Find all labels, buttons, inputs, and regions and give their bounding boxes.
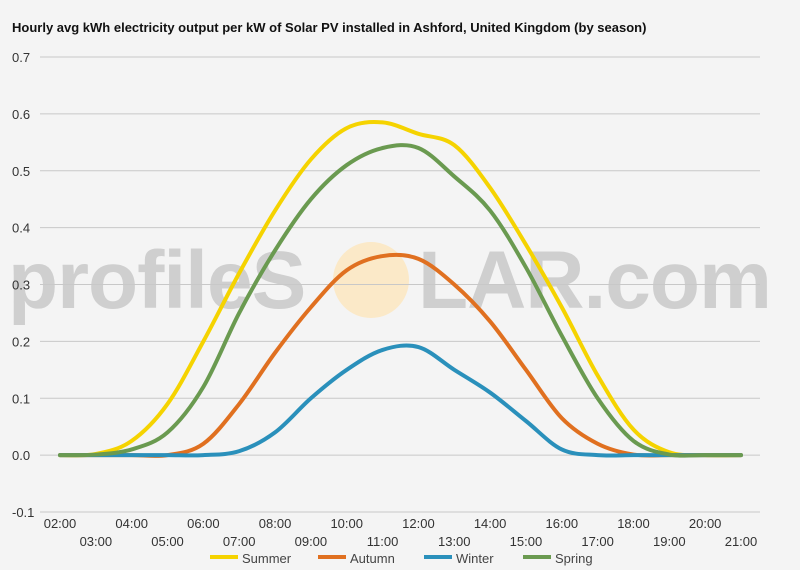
x-tick-label: 02:00 [44,516,77,531]
legend-swatch-winter [424,555,452,559]
legend-label-autumn: Autumn [350,551,395,566]
series-line-spring [58,143,743,458]
x-tick-label: 04:00 [115,516,148,531]
x-tick-label: 16:00 [546,516,579,531]
y-tick-label: 0.3 [12,278,30,293]
x-tick-label: 12:00 [402,516,435,531]
x-tick-label: 13:00 [438,534,471,549]
legend-label-summer: Summer [242,551,292,566]
x-tick-label: 20:00 [689,516,722,531]
x-tick-label: 19:00 [653,534,686,549]
y-tick-label: -0.1 [12,505,34,520]
legend-label-spring: Spring [555,551,593,566]
legend: Summer Autumn Winter Spring [210,551,593,566]
x-tick-label: 05:00 [151,534,184,549]
series-line-winter [58,343,743,458]
y-tick-label: 0.2 [12,334,30,349]
series-line-summer [58,120,743,458]
x-tick-label: 03:00 [80,534,113,549]
x-tick-label: 10:00 [330,516,363,531]
x-tick-label: 08:00 [259,516,292,531]
legend-label-winter: Winter [456,551,494,566]
x-tick-label: 17:00 [581,534,614,549]
watermark: profileS LAR.com [8,235,772,326]
x-tick-label: 09:00 [295,534,328,549]
watermark-text-left: profileS [8,235,305,326]
y-tick-label: 0.0 [12,448,30,463]
legend-swatch-spring [523,555,551,559]
x-axis: 02:00 04:00 06:00 08:00 10:00 12:00 14:00 16:00… [44,516,758,549]
x-tick-label: 21:00 [725,534,758,549]
x-tick-label: 14:00 [474,516,507,531]
y-tick-label: 0.6 [12,107,30,122]
watermark-sun-icon [333,242,409,318]
series-lines [58,120,743,458]
x-tick-label: 18:00 [617,516,650,531]
y-tick-label: 0.7 [12,50,30,65]
legend-swatch-autumn [318,555,346,559]
y-tick-label: 0.5 [12,164,30,179]
y-axis: -0.1 0.0 0.1 0.2 0.3 0.4 0.5 0.6 0.7 [12,50,34,520]
x-tick-label: 07:00 [223,534,256,549]
watermark-text-right: LAR.com [418,235,771,326]
x-tick-label: 06:00 [187,516,220,531]
legend-swatch-summer [210,555,238,559]
y-tick-label: 0.4 [12,221,30,236]
x-tick-label: 15:00 [510,534,543,549]
x-tick-label: 11:00 [367,534,399,549]
y-tick-label: 0.1 [12,391,30,406]
chart-title: Hourly avg kWh electricity output per kW… [12,20,647,35]
